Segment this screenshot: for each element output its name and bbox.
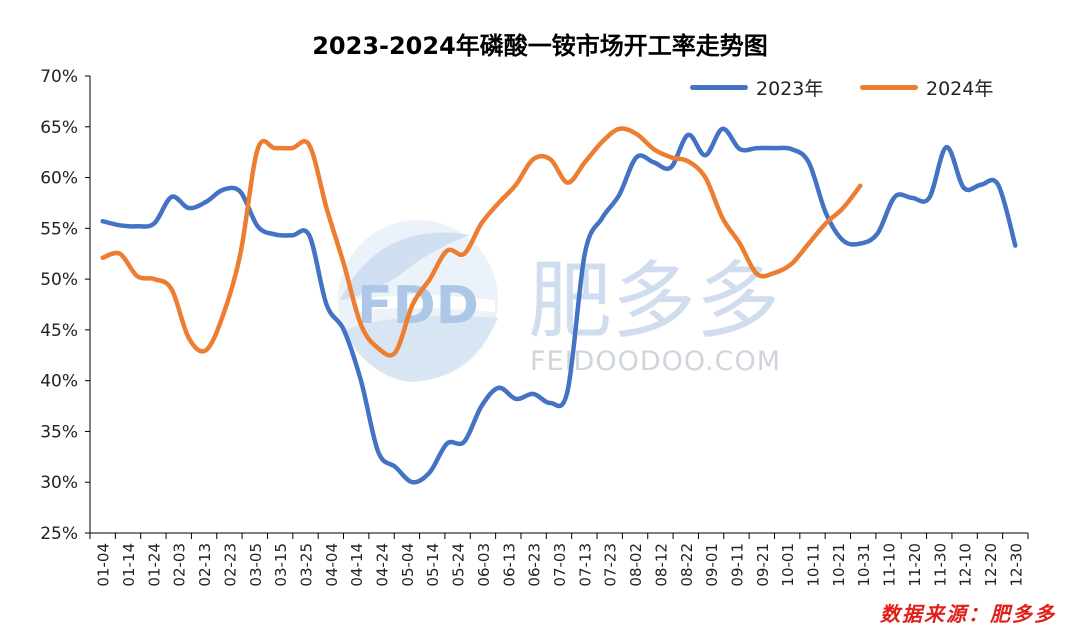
x-tick-label: 08-22 [678,543,696,587]
x-tick-label: 12-10 [957,543,975,587]
watermark-logo-icon [338,220,498,382]
x-tick-label: 11-10 [881,543,899,587]
watermark: FDD 肥多多 FEIDOODOO.COM [338,220,781,382]
x-tick-label: 06-23 [526,543,544,587]
x-tick-label: 09-01 [703,543,721,587]
x-tick-label: 01-04 [95,543,113,587]
series-line-2023 [100,126,1018,485]
x-tick-label: 04-14 [348,543,366,587]
x-tick-label: 11-30 [931,543,949,587]
x-tick-label: 08-12 [652,543,670,587]
x-tick-label: 01-24 [145,543,163,587]
y-tick-label: 60% [40,169,78,189]
x-tick-label: 08-02 [627,543,645,587]
x-tick-label: 11-20 [906,543,924,587]
x-tick-label: 07-23 [602,543,620,587]
y-tick-label: 30% [40,473,78,493]
x-tick-label: 02-03 [171,543,189,587]
y-tick-label: 25% [40,524,78,544]
x-tick-label: 09-11 [728,543,746,587]
x-tick-label: 05-14 [424,543,442,587]
y-tick-label: 40% [40,372,78,392]
legend-label-2024: 2024年 [926,77,994,100]
x-tick-label: 07-13 [576,543,594,587]
legend-swatch-2023 [690,84,748,90]
x-tick-label: 10-11 [805,543,823,587]
y-tick-label: 65% [40,118,78,138]
x-tick-label: 06-03 [475,543,493,587]
x-tick-label: 10-31 [855,543,873,587]
legend-item-2024: 2024年 [860,74,993,100]
x-tick-label: 03-15 [272,543,290,587]
axes: 25% 30% 35% 40% 45% 50% 55% 60% 65% 70% 01-04 01-14… [40,67,1029,587]
x-tick-label: 04-04 [323,543,341,587]
legend-swatch-2024 [860,84,918,90]
x-tick-label: 03-05 [247,543,265,587]
x-tick-label: 01-14 [120,543,138,587]
x-tick-label: 10-21 [830,543,848,587]
x-tick-label: 02-23 [221,543,239,587]
x-tick-label: 05-24 [450,543,468,587]
y-tick-label: 70% [40,67,78,87]
watermark-logo-text: FDD [357,276,479,336]
series-line-2024 [100,126,863,358]
watermark-brand: 肥多多 [528,252,780,350]
x-tick-label: 04-24 [374,543,392,587]
watermark-site: FEIDOODOO.COM [530,346,781,377]
x-tick-label: 03-25 [297,543,315,587]
x-tick-label: 02-13 [196,543,214,587]
x-tick-label: 06-13 [500,543,518,587]
x-tick-label: 05-04 [399,543,417,587]
y-tick-label: 55% [40,219,78,239]
chart-title: 2023-2024年磷酸一铵市场开工率走势图 [312,32,768,60]
x-tick-label: 07-03 [551,543,569,587]
x-tick-label: 12-20 [982,543,1000,587]
legend-item-2023: 2023年 [690,74,823,100]
x-tick-label: 09-21 [754,543,772,587]
data-source: 数据来源：肥多多 [880,602,1056,626]
y-tick-label: 35% [40,422,78,442]
x-tick-label: 10-01 [779,543,797,587]
legend-label-2023: 2023年 [756,77,824,100]
x-tick-label: 12-30 [1007,543,1025,587]
y-tick-label: 50% [40,270,78,290]
series-layer [100,126,1018,485]
y-tick-label: 45% [40,321,78,341]
